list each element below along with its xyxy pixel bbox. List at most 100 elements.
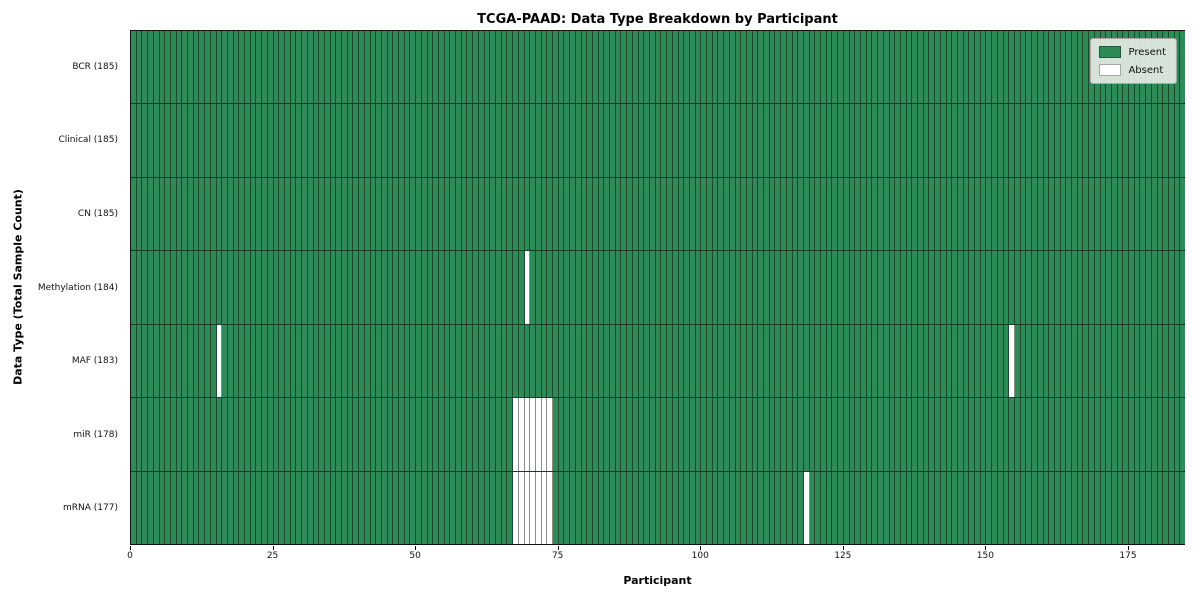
heatmap-cell [199, 398, 206, 471]
heatmap-cell [1072, 324, 1078, 398]
heatmap-cell [284, 177, 291, 251]
heatmap-cell [324, 251, 331, 324]
heatmap-cell [399, 31, 405, 104]
heatmap-cell [239, 471, 246, 544]
x-tick-mark [557, 546, 559, 550]
heatmap-cell [975, 104, 981, 177]
heatmap-cell [490, 471, 496, 544]
heatmap-cell [672, 398, 679, 471]
heatmap-cell [170, 251, 177, 324]
heatmap-cell [1060, 324, 1067, 398]
heatmap-cell [227, 177, 234, 251]
heatmap-cell [1009, 398, 1015, 471]
heatmap-cell [319, 324, 325, 398]
heatmap-cell [336, 104, 343, 177]
heatmap-cell [1032, 471, 1038, 544]
heatmap-cell [433, 471, 439, 544]
heatmap-cell [849, 398, 856, 471]
heatmap-cell [142, 324, 149, 398]
heatmap-cell [821, 471, 827, 544]
heatmap-cell [649, 177, 656, 251]
heatmap-cell [444, 251, 451, 324]
heatmap-cell [969, 324, 976, 398]
x-tick-mark [842, 546, 844, 550]
heatmap-cell [518, 471, 525, 544]
heatmap-cell [1134, 251, 1141, 324]
heatmap-cell [359, 251, 365, 324]
heatmap-cell [1020, 104, 1027, 177]
heatmap-cell [222, 398, 228, 471]
heatmap-cell [524, 251, 531, 324]
heatmap-cell [746, 177, 753, 251]
heatmap-cell [975, 251, 981, 324]
heatmap-cell [598, 31, 605, 104]
heatmap-cell [142, 177, 149, 251]
heatmap-cell [467, 31, 474, 104]
heatmap-cell [575, 398, 582, 471]
heatmap-cell [170, 104, 177, 177]
heatmap-cell [1037, 471, 1044, 544]
heatmap-cell [1037, 251, 1044, 324]
heatmap-cell [735, 177, 742, 251]
heatmap-cell [900, 104, 907, 177]
heatmap-cell [381, 324, 388, 398]
heatmap-cell [210, 104, 217, 177]
heatmap-cell [131, 104, 137, 177]
heatmap-cell [347, 398, 354, 471]
heatmap-cell [558, 104, 565, 177]
heatmap-cell [861, 398, 867, 471]
heatmap-cell [1060, 398, 1067, 471]
heatmap-cell [758, 177, 765, 251]
heatmap-cell [980, 177, 987, 251]
heatmap-cell [1072, 251, 1078, 324]
heatmap-cell [940, 398, 947, 471]
heatmap-cell [1180, 177, 1186, 251]
heatmap-cell [1043, 251, 1050, 324]
heatmap-cell [980, 398, 987, 471]
heatmap-cell [792, 104, 799, 177]
heatmap-cell [678, 251, 685, 324]
heatmap-cell [182, 251, 189, 324]
heatmap-cell [165, 251, 171, 324]
heatmap-cell [815, 251, 822, 324]
heatmap-cell [239, 324, 246, 398]
heatmap-cell [667, 177, 673, 251]
heatmap-cell [342, 251, 348, 324]
heatmap-cell [1032, 324, 1038, 398]
heatmap-cell [621, 177, 628, 251]
heatmap-cell [393, 104, 400, 177]
heatmap-cell [1100, 398, 1107, 471]
x-tick-mark [272, 546, 274, 550]
heatmap-cell [267, 251, 274, 324]
heatmap-cell [581, 104, 588, 177]
heatmap-cell [878, 471, 884, 544]
heatmap-cell [1009, 31, 1015, 104]
heatmap-cell [980, 104, 987, 177]
heatmap-cell [912, 177, 919, 251]
heatmap-cell [735, 324, 742, 398]
heatmap-cell [222, 31, 228, 104]
heatmap-cell [1100, 471, 1107, 544]
heatmap-cell [233, 398, 240, 471]
heatmap-cell [1026, 324, 1033, 398]
heatmap-cell [1003, 177, 1010, 251]
heatmap-cell [376, 31, 382, 104]
heatmap-cell [781, 471, 787, 544]
heatmap-cell [496, 251, 502, 324]
heatmap-cell [678, 177, 685, 251]
heatmap-cell [724, 324, 730, 398]
heatmap-cell [478, 324, 485, 398]
heatmap-cell [946, 324, 953, 398]
heatmap-cell [182, 398, 189, 471]
heatmap-cell [821, 104, 827, 177]
heatmap-cell [393, 251, 400, 324]
heatmap-cell [421, 471, 428, 544]
heatmap-cell [336, 324, 343, 398]
heatmap-cell [1083, 31, 1090, 104]
heatmap-cell [878, 251, 884, 324]
heatmap-cell [262, 31, 268, 104]
heatmap-cell [1014, 398, 1021, 471]
heatmap-cell [222, 251, 228, 324]
heatmap-cell [689, 104, 696, 177]
